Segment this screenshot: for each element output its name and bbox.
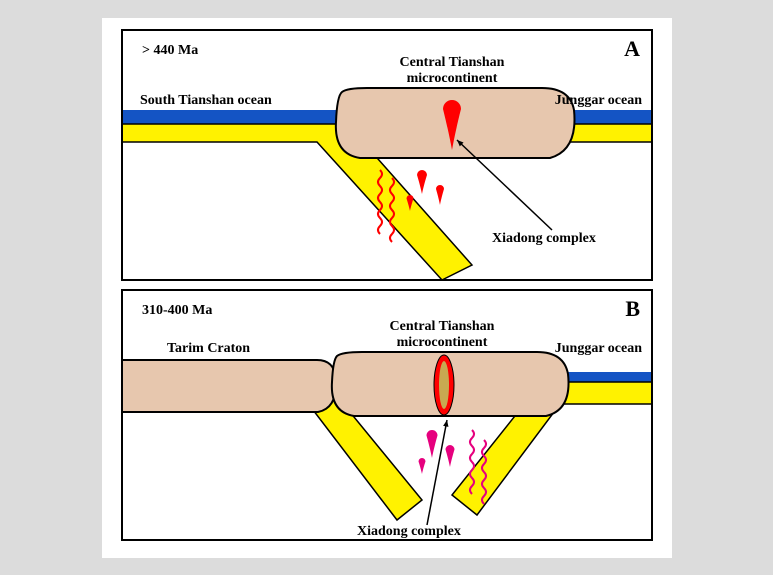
svg-text:microcontinent: microcontinent: [406, 71, 497, 86]
svg-text:Junggar ocean: Junggar ocean: [554, 341, 641, 356]
svg-text:microcontinent: microcontinent: [396, 335, 487, 350]
svg-text:South Tianshan ocean: South Tianshan ocean: [140, 93, 272, 108]
svg-text:Xiadong complex: Xiadong complex: [492, 231, 596, 246]
svg-text:Central Tianshan: Central Tianshan: [389, 319, 494, 334]
figure-svg: > 440 Ma A South Tianshan ocean Central Tia…: [102, 18, 672, 558]
svg-text:> 440 Ma: > 440 Ma: [142, 43, 198, 58]
svg-text:B: B: [625, 296, 640, 321]
geology-figure: > 440 Ma A South Tianshan ocean Central Tia…: [102, 18, 672, 558]
svg-text:A: A: [624, 36, 640, 61]
svg-text:Junggar ocean: Junggar ocean: [554, 93, 641, 108]
svg-text:Tarim Craton: Tarim Craton: [167, 341, 250, 356]
panel-a: > 440 Ma A South Tianshan ocean Central Tia…: [122, 30, 652, 280]
svg-text:310-400 Ma: 310-400 Ma: [142, 303, 212, 318]
panel-b: 310-400 Ma B Tarim Craton Central Tianshanm…: [122, 290, 652, 540]
svg-text:Xiadong complex: Xiadong complex: [357, 524, 461, 539]
svg-text:Central Tianshan: Central Tianshan: [399, 55, 504, 70]
